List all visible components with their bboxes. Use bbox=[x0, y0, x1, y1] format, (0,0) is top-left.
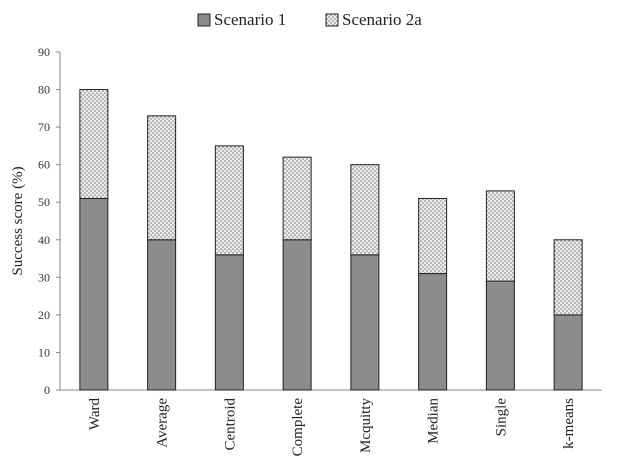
category-label-average: Average bbox=[155, 398, 171, 448]
bar-centroid-series-2 bbox=[214, 145, 244, 256]
bar-centroid-series-1 bbox=[214, 254, 244, 391]
bar-single-series-2 bbox=[485, 190, 515, 282]
legend: Scenario 1 Scenario 2a bbox=[197, 10, 422, 29]
bar-average-series-1 bbox=[147, 239, 177, 391]
legend-label-scenario-1: Scenario 1 bbox=[214, 10, 286, 29]
bar-median-series-2 bbox=[418, 197, 448, 275]
bar-k-means-series-1 bbox=[553, 314, 583, 391]
y-tick-label: 20 bbox=[38, 308, 50, 322]
bar-ward-series-2 bbox=[79, 89, 109, 199]
category-labels: Ward Average Centroid Complete Mcquitty Media… bbox=[87, 398, 577, 457]
category-label-single: Single bbox=[493, 398, 509, 437]
category-label-complete: Complete bbox=[290, 398, 306, 457]
y-tick-label: 40 bbox=[38, 233, 50, 247]
bar-k-means-series-2 bbox=[553, 239, 583, 316]
legend-swatch-scenario-2a bbox=[325, 13, 339, 27]
category-label-mcquitty: Mcquitty bbox=[358, 398, 374, 453]
y-tick-label: 50 bbox=[38, 195, 50, 209]
bar-single-series-1 bbox=[485, 280, 515, 391]
y-axis-title: Success score (%) bbox=[10, 166, 26, 275]
y-tick-label: 30 bbox=[38, 270, 50, 284]
bar-mcquitty-series-1 bbox=[350, 254, 380, 391]
bar-median-series-1 bbox=[418, 273, 448, 391]
y-ticks: 0 10 20 30 40 50 60 70 80 90 bbox=[38, 45, 60, 397]
bar-complete-series-1 bbox=[282, 239, 312, 391]
category-label-ward: Ward bbox=[87, 398, 103, 431]
legend-swatch-scenario-1 bbox=[197, 13, 211, 27]
y-tick-label: 10 bbox=[38, 345, 50, 359]
bar-mcquitty-series-2 bbox=[350, 164, 380, 256]
y-tick-label: 80 bbox=[38, 83, 50, 97]
legend-label-scenario-2a: Scenario 2a bbox=[342, 10, 422, 29]
category-label-median: Median bbox=[426, 398, 442, 444]
category-label-k-means: k-means bbox=[561, 398, 577, 449]
bar-ward-series-1 bbox=[79, 197, 109, 391]
category-label-centroid: Centroid bbox=[222, 398, 238, 451]
bar-complete-series-2 bbox=[282, 156, 312, 241]
y-tick-label: 60 bbox=[38, 158, 50, 172]
bar-average-series-2 bbox=[147, 115, 177, 241]
bars bbox=[79, 89, 583, 391]
y-tick-label: 0 bbox=[44, 383, 50, 397]
y-tick-label: 90 bbox=[38, 45, 50, 59]
y-tick-label: 70 bbox=[38, 120, 50, 134]
